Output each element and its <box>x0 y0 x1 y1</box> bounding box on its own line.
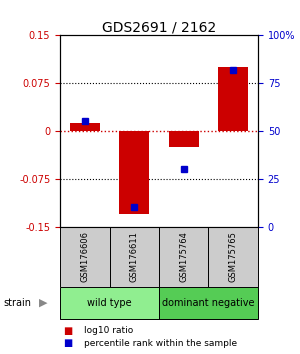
FancyBboxPatch shape <box>159 227 208 287</box>
Bar <box>218 67 248 131</box>
Text: wild type: wild type <box>87 298 132 308</box>
FancyBboxPatch shape <box>60 227 110 287</box>
Text: dominant negative: dominant negative <box>162 298 255 308</box>
Title: GDS2691 / 2162: GDS2691 / 2162 <box>102 20 216 34</box>
FancyBboxPatch shape <box>208 227 258 287</box>
Bar <box>119 131 149 214</box>
Text: percentile rank within the sample: percentile rank within the sample <box>84 339 237 348</box>
FancyBboxPatch shape <box>60 287 159 319</box>
Text: ■: ■ <box>63 338 72 348</box>
FancyBboxPatch shape <box>110 227 159 287</box>
Text: GSM176611: GSM176611 <box>130 231 139 282</box>
Text: log10 ratio: log10 ratio <box>84 326 133 336</box>
FancyBboxPatch shape <box>159 287 258 319</box>
Text: GSM175765: GSM175765 <box>229 231 238 282</box>
Bar <box>70 123 100 131</box>
Text: ▶: ▶ <box>39 298 47 308</box>
Bar <box>169 131 199 147</box>
Text: strain: strain <box>3 298 31 308</box>
Text: GSM176606: GSM176606 <box>80 231 89 282</box>
Text: GSM175764: GSM175764 <box>179 231 188 282</box>
Text: ■: ■ <box>63 326 72 336</box>
